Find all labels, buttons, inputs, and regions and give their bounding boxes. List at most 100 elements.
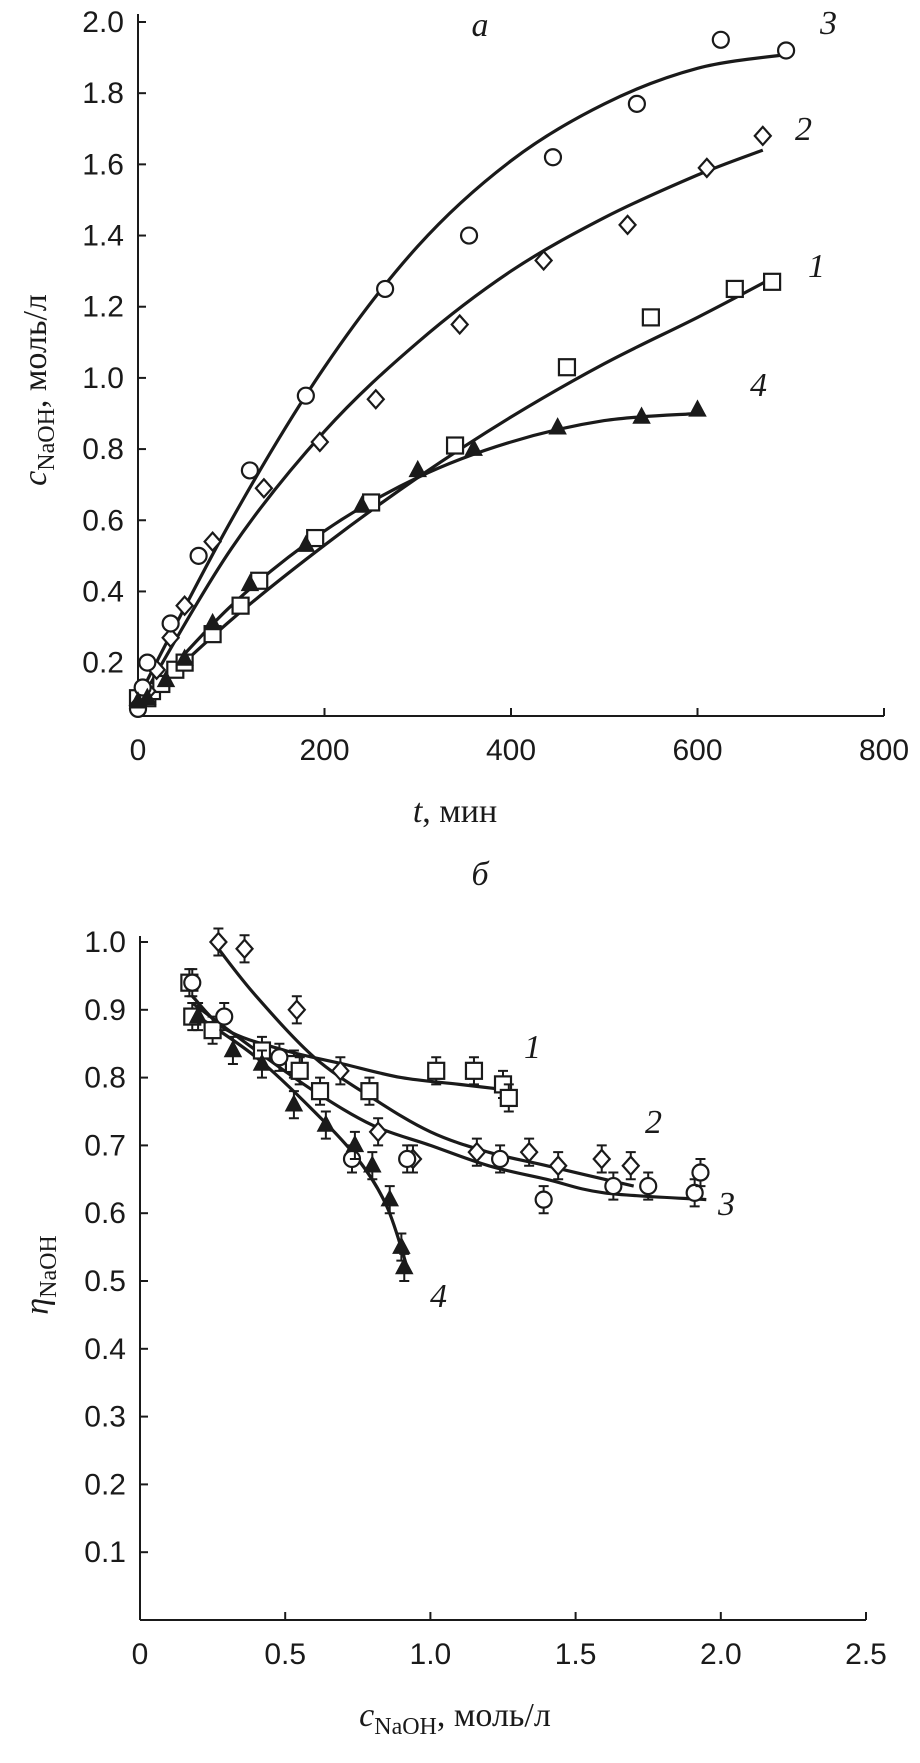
data-point-series-3	[459, 226, 479, 245]
x-axis-subscript: NaOH	[374, 1714, 437, 1740]
y-tick-label: 0.6	[82, 504, 124, 537]
data-point-series-2	[467, 1141, 487, 1163]
data-point-series-3	[691, 1163, 710, 1182]
axes-panel-b	[139, 936, 866, 1621]
data-point-series-1	[231, 596, 250, 615]
y-tick-label: 0.2	[82, 647, 124, 680]
data-point-series-3	[627, 94, 646, 113]
data-point-series-3	[604, 1176, 623, 1196]
curve-label-2: 2	[645, 1104, 662, 1141]
data-point-series-3	[183, 973, 202, 992]
x-axis-symbol: c	[359, 1697, 374, 1734]
y-tick-label: 2.0	[82, 6, 124, 39]
fit-curve-series-3	[136, 52, 792, 699]
x-tick-label: 0.5	[264, 1638, 306, 1671]
data-point-series-4	[632, 406, 651, 424]
data-point-series-2	[161, 627, 181, 649]
data-point-series-1	[557, 358, 577, 377]
data-point-series-1	[762, 272, 782, 291]
data-point-series-2	[592, 1148, 612, 1170]
data-point-series-4	[363, 1155, 382, 1173]
data-point-series-1	[641, 308, 660, 327]
data-point-series-1	[203, 1021, 222, 1040]
y-tick-label: 0.7	[84, 1129, 126, 1162]
curve-label-3: 3	[717, 1186, 735, 1223]
y-tick-label: 0.2	[84, 1468, 126, 1501]
y-tick-label: 0.4	[82, 575, 124, 608]
x-tick-label: 0	[130, 734, 147, 767]
x-tick-label: 2.5	[845, 1638, 887, 1671]
data-point-series-4	[252, 1053, 272, 1071]
y-tick-label: 0.5	[84, 1265, 126, 1298]
data-point-series-2	[534, 249, 554, 272]
axes-panel-a	[137, 14, 884, 717]
y-axis-label-b: ηNaOH	[19, 1235, 62, 1315]
data-point-series-4	[464, 438, 483, 456]
data-point-series-3	[189, 546, 208, 565]
data-point-series-2	[287, 999, 307, 1021]
data-point-series-2	[450, 313, 470, 336]
x-axis-label-b: cNaOH, моль/л	[359, 1697, 551, 1740]
ticks-panel-a: 0 200 400 600 800 0.2 0.4 0.6 0.8 1.0 1.2 1.4 1.6 1.8…	[82, 6, 909, 767]
x-axis-symbol: t	[413, 793, 424, 830]
y-tick-label: 0.4	[84, 1333, 126, 1366]
panel-label-a: а	[472, 7, 489, 44]
data-point-series-4	[156, 669, 176, 688]
data-point-series-2	[310, 431, 330, 453]
y-axis-subscript: NaOH	[34, 408, 60, 471]
y-tick-label: 1.2	[82, 291, 124, 324]
data-point-series-2	[254, 477, 274, 499]
y-tick-label: 1.0	[84, 926, 126, 959]
x-axis-unit: , моль/л	[437, 1697, 551, 1734]
data-point-series-3	[215, 1007, 234, 1026]
y-tick-label: 1.8	[82, 77, 124, 110]
data-point-series-4	[316, 1114, 336, 1132]
data-point-series-4	[548, 417, 567, 435]
data-point-series-1	[725, 279, 744, 299]
chart-panel-a: 0 200 400 600 800 0.2 0.4 0.6 0.8 1.0 1.2 1.4 1.6 1.8…	[17, 5, 909, 830]
data-point-series-2	[519, 1141, 539, 1163]
y-tick-label: 1.4	[82, 220, 124, 253]
x-tick-label: 0	[132, 1638, 149, 1671]
y-tick-label: 0.6	[84, 1197, 126, 1230]
x-axis-label-a: t, мин	[413, 793, 497, 830]
data-point-series-1	[310, 1082, 330, 1101]
x-tick-label: 2.0	[700, 1638, 742, 1671]
fit-curves-panel-b	[191, 947, 707, 1268]
curve-label-4: 4	[430, 1278, 447, 1315]
data-point-series-1	[427, 1061, 446, 1080]
y-tick-label: 0.1	[84, 1536, 126, 1569]
chart-panel-b: б 0 0.5 1.0 1.5 2.0 2.50.10.20.30.40.50.60.70…	[19, 856, 887, 1740]
data-point-series-3	[376, 279, 395, 299]
data-point-series-3	[296, 386, 315, 405]
data-point-series-1	[464, 1061, 484, 1080]
x-tick-label: 400	[486, 734, 536, 767]
data-point-series-3	[534, 1190, 553, 1209]
data-point-series-3	[685, 1183, 704, 1202]
fit-curve-series-4	[136, 411, 698, 707]
data-point-series-4	[408, 459, 427, 478]
y-axis-label-a: cNaOH, моль/л	[17, 294, 60, 486]
data-point-series-1	[499, 1088, 518, 1108]
data-point-series-3	[639, 1176, 658, 1196]
y-axis-subscript: NaOH	[36, 1235, 62, 1298]
curve-label-1: 1	[524, 1029, 541, 1066]
fit-curve-series-2	[217, 947, 635, 1188]
ticks-panel-b: 0 0.5 1.0 1.5 2.0 2.5 0.1 0.2 0.3 0.4 0.5 0.6 0.7 0.8…	[84, 926, 887, 1671]
data-point-series-2	[366, 388, 386, 410]
data-point-series-2	[208, 931, 228, 953]
data-point-series-2	[697, 157, 717, 179]
data-point-series-2	[175, 595, 195, 617]
data-point-series-4	[395, 1256, 414, 1275]
fit-curve-series-1	[136, 276, 773, 707]
data-point-series-4	[203, 612, 222, 631]
y-tick-label: 0.8	[84, 1062, 126, 1095]
data-point-series-2	[548, 1155, 568, 1177]
y-axis-symbol: c	[17, 471, 54, 486]
curve-label-4: 4	[750, 367, 767, 404]
data-point-series-4	[345, 1134, 365, 1153]
data-point-series-4	[296, 534, 316, 552]
curve-label-1: 1	[808, 248, 825, 285]
y-tick-label: 0.9	[84, 994, 126, 1027]
y-tick-label: 1.0	[82, 362, 124, 395]
